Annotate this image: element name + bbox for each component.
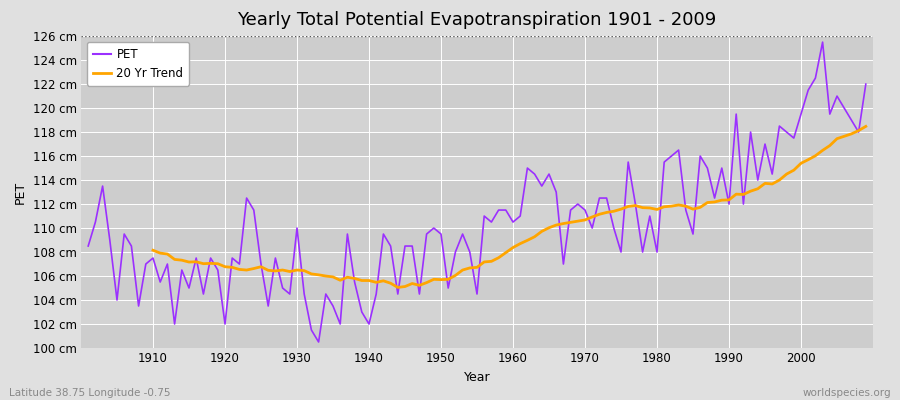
Y-axis label: PET: PET	[14, 180, 27, 204]
Bar	[81, 36, 873, 60]
Legend: PET, 20 Yr Trend: PET, 20 Yr Trend	[87, 42, 189, 86]
Title: Yearly Total Potential Evapotranspiration 1901 - 2009: Yearly Total Potential Evapotranspiratio…	[238, 11, 716, 29]
Text: Latitude 38.75 Longitude -0.75: Latitude 38.75 Longitude -0.75	[9, 388, 170, 398]
Bar	[81, 228, 873, 252]
Bar	[81, 84, 873, 108]
Bar	[81, 132, 873, 156]
Bar	[81, 180, 873, 204]
Bar	[81, 276, 873, 300]
Text: worldspecies.org: worldspecies.org	[803, 388, 891, 398]
Bar	[81, 324, 873, 348]
X-axis label: Year: Year	[464, 371, 490, 384]
